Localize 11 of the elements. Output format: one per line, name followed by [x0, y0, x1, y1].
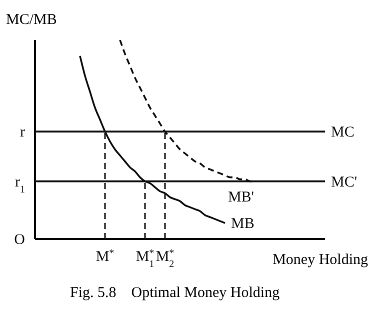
caption: Fig. 5.8 Optimal Money Holding	[70, 285, 280, 302]
y-axis-title: MC/MB	[6, 12, 57, 29]
text: r$_{1}$	[15, 174, 25, 195]
series-label: MB	[231, 216, 254, 232]
x-axis-title: Money Holding	[272, 252, 368, 269]
series-label: MC'	[331, 174, 358, 190]
series-label: MB'	[228, 189, 254, 206]
text: O	[14, 232, 26, 248]
series-label: MC	[331, 124, 354, 141]
text: r	[20, 124, 25, 141]
x-tick-label: M$^{*}$	[96, 248, 114, 265]
